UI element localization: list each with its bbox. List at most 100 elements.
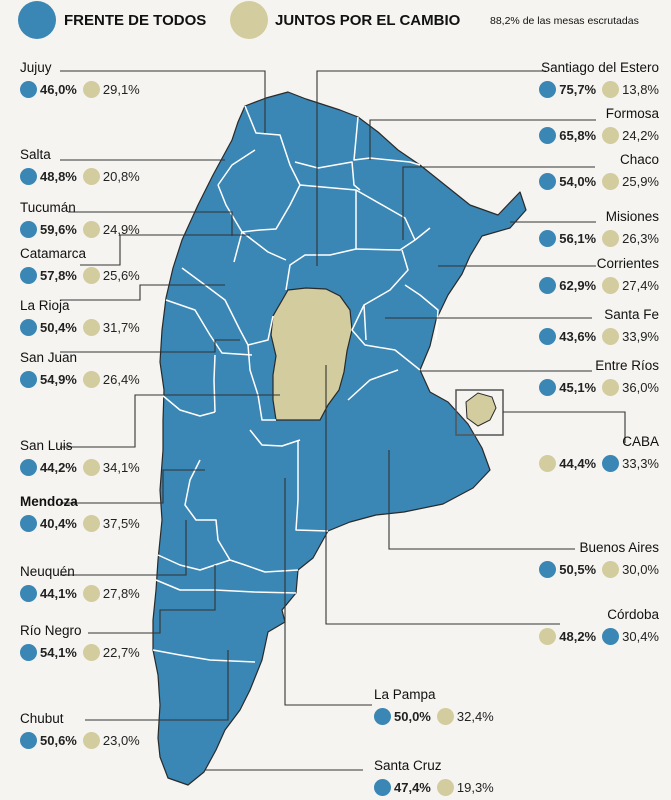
- province-name: San Luis: [20, 438, 73, 453]
- frente-value: 50,5%: [559, 562, 597, 578]
- frente-value: 57,8%: [40, 268, 77, 284]
- juntos-dot-icon: [82, 515, 100, 533]
- province-name: Misiones: [605, 209, 659, 224]
- frente-dot-icon: [539, 561, 557, 579]
- juntos-dot-icon: [602, 379, 620, 397]
- juntos-dot-icon: [82, 221, 100, 239]
- frente-value: 40,4%: [40, 516, 77, 532]
- province-name: Salta: [20, 147, 51, 162]
- juntos-value: 27,8%: [102, 586, 140, 602]
- juntos-dot-icon: [82, 459, 100, 477]
- province-name: Corrientes: [596, 256, 659, 271]
- juntos-value: 44,4%: [559, 456, 597, 472]
- frente-dot-icon: [20, 319, 37, 337]
- province-name: Neuquén: [20, 564, 75, 579]
- juntos-dot-icon: [436, 779, 454, 797]
- province-name: Santa Cruz: [374, 758, 442, 773]
- juntos-dot-icon: [602, 127, 620, 145]
- frente-dot-icon: [539, 127, 557, 145]
- juntos-value: 37,5%: [102, 516, 140, 532]
- province-name: Buenos Aires: [579, 540, 659, 555]
- frente-de-todos-legend-label: FRENTE DE TODOS: [64, 12, 207, 29]
- frente-value: 54,9%: [40, 372, 77, 388]
- frente-value: 50,6%: [40, 733, 77, 749]
- juntos-value: 29,1%: [102, 82, 140, 98]
- argentina-mainland: [152, 91, 527, 786]
- frente-value: 54,1%: [40, 645, 77, 661]
- province-name: Tucumán: [20, 200, 76, 215]
- juntos-por-el-cambio-legend-dot: [230, 1, 268, 39]
- frente-dot-icon: [539, 328, 557, 346]
- juntos-value: 25,6%: [102, 268, 140, 284]
- juntos-value: 32,4%: [456, 709, 494, 725]
- juntos-value: 26,3%: [622, 231, 659, 247]
- province-name: Chubut: [20, 711, 64, 726]
- frente-dot-icon: [539, 230, 557, 248]
- frente-dot-icon: [20, 168, 37, 186]
- province-name: Córdoba: [607, 607, 659, 622]
- juntos-dot-icon: [602, 173, 620, 191]
- province-name: Mendoza: [20, 494, 78, 509]
- juntos-dot-icon: [602, 81, 620, 99]
- scrutiny-note: 88,2% de las mesas escrutadas: [490, 15, 639, 27]
- juntos-dot-icon: [539, 628, 557, 646]
- juntos-dot-icon: [602, 277, 620, 295]
- frente-dot-icon: [20, 267, 37, 285]
- juntos-dot-icon: [82, 371, 100, 389]
- frente-dot-icon: [602, 628, 620, 646]
- juntos-por-el-cambio-legend-label: JUNTOS POR EL CAMBIO: [275, 12, 461, 29]
- frente-value: 30,4%: [622, 629, 659, 645]
- juntos-dot-icon: [539, 455, 557, 473]
- frente-value: 48,8%: [40, 169, 77, 185]
- province-name: Formosa: [605, 106, 659, 121]
- frente-dot-icon: [539, 81, 557, 99]
- juntos-value: 24,2%: [622, 128, 659, 144]
- juntos-dot-icon: [82, 732, 100, 750]
- juntos-value: 33,9%: [622, 329, 659, 345]
- juntos-dot-icon: [82, 585, 100, 603]
- frente-dot-icon: [20, 459, 37, 477]
- juntos-value: 23,0%: [102, 733, 140, 749]
- juntos-value: 20,8%: [102, 169, 140, 185]
- frente-dot-icon: [539, 379, 557, 397]
- province-name: La Pampa: [374, 687, 436, 702]
- frente-value: 46,0%: [40, 82, 77, 98]
- frente-dot-icon: [20, 515, 37, 533]
- juntos-dot-icon: [82, 81, 100, 99]
- juntos-dot-icon: [82, 168, 100, 186]
- province-name: Entre Ríos: [595, 358, 659, 373]
- frente-value: 59,6%: [40, 222, 77, 238]
- frente-dot-icon: [20, 585, 37, 603]
- juntos-dot-icon: [82, 267, 100, 285]
- province-name: Río Negro: [20, 623, 82, 638]
- frente-value: 47,4%: [394, 780, 431, 796]
- province-name: Santiago del Estero: [541, 60, 659, 75]
- juntos-dot-icon: [602, 230, 620, 248]
- frente-value: 50,4%: [40, 320, 77, 336]
- frente-value: 62,9%: [559, 278, 597, 294]
- frente-dot-icon: [20, 371, 37, 389]
- juntos-value: 48,2%: [559, 629, 597, 645]
- frente-value: 44,2%: [40, 460, 77, 476]
- province-name: Santa Fe: [604, 307, 659, 322]
- frente-value: 50,0%: [394, 709, 431, 725]
- juntos-value: 34,1%: [102, 460, 140, 476]
- juntos-value: 36,0%: [622, 380, 659, 396]
- caba-inset-shape: [465, 392, 497, 427]
- juntos-value: 27,4%: [622, 278, 659, 294]
- juntos-value: 26,4%: [102, 372, 140, 388]
- frente-dot-icon: [374, 708, 391, 726]
- frente-dot-icon: [602, 455, 620, 473]
- province-name: Chaco: [619, 152, 659, 167]
- frente-dot-icon: [374, 779, 391, 797]
- juntos-value: 19,3%: [456, 780, 494, 796]
- province-name: Catamarca: [20, 246, 87, 261]
- province-name: La Rioja: [20, 298, 70, 313]
- frente-value: 75,7%: [559, 82, 597, 98]
- leader-lines: [60, 70, 626, 771]
- legend-header: FRENTE DE TODOS JUNTOS POR EL CAMBIO 88,…: [0, 0, 671, 40]
- juntos-value: 31,7%: [102, 320, 140, 336]
- frente-value: 45,1%: [559, 380, 597, 396]
- frente-value: 54,0%: [559, 174, 597, 190]
